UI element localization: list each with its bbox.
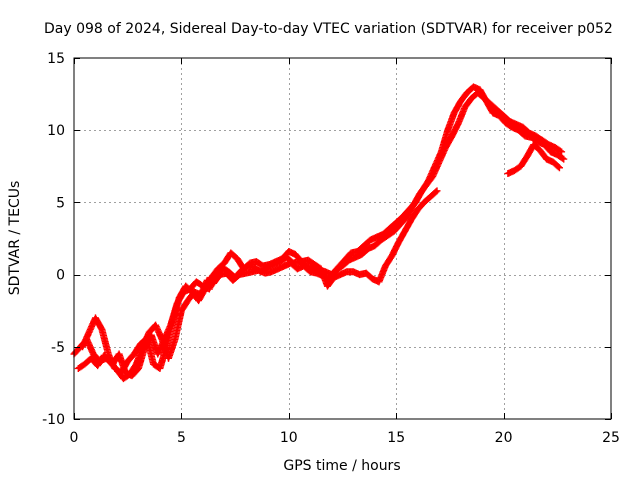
- x-axis-label: GPS time / hours: [283, 458, 400, 474]
- data-point: [433, 187, 441, 195]
- plot-frame: [73, 57, 612, 420]
- y-tick-label: 0: [56, 268, 65, 284]
- x-tick-label: 20: [495, 430, 513, 446]
- data-point: [560, 155, 568, 163]
- data-point: [558, 148, 566, 156]
- data-track: [79, 187, 441, 377]
- y-axis-label: SDTVAR / TECUs: [7, 181, 23, 296]
- y-tick-label: -10: [42, 412, 65, 428]
- x-tick-label: 25: [602, 430, 620, 446]
- y-tick-label: -5: [51, 340, 65, 356]
- data-series-sdtvar: [70, 83, 568, 383]
- data-point: [555, 164, 563, 172]
- y-tick-label: 15: [47, 51, 65, 67]
- x-tick-label: 15: [387, 430, 405, 446]
- data-point: [558, 154, 566, 162]
- x-tick-label: 0: [70, 430, 79, 446]
- chart-title: Day 098 of 2024, Sidereal Day-to-day VTE…: [44, 21, 613, 37]
- y-tick-label: 10: [47, 123, 65, 139]
- axis-ticks: 0 5 10 15 20 25 -10 -5 0 5 10 15: [42, 51, 620, 446]
- data-track: [504, 141, 563, 178]
- data-point: [432, 188, 440, 196]
- x-tick-label: 10: [280, 430, 298, 446]
- y-tick-label: 5: [56, 195, 65, 211]
- data-point: [554, 163, 562, 171]
- data-point: [556, 147, 564, 155]
- x-tick-label: 5: [177, 430, 186, 446]
